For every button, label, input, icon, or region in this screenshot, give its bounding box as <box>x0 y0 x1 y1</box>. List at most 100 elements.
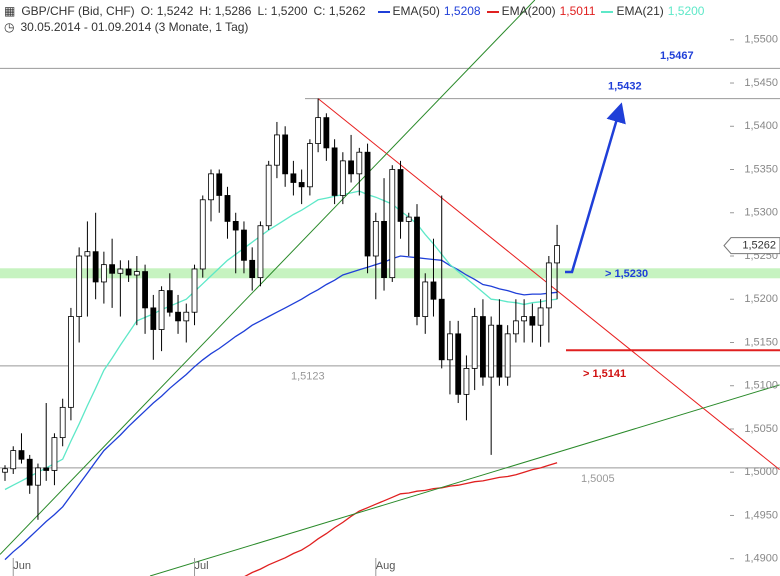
ema-line <box>4 255 558 561</box>
candle-body <box>224 195 231 222</box>
candle-body <box>117 268 124 274</box>
subtitle: 30.05.2014 - 01.09.2014 (3 Monate, 1 Tag… <box>20 20 249 34</box>
candle-body <box>306 143 313 188</box>
candle-body <box>43 467 50 471</box>
x-tick-label: Jul <box>195 560 209 572</box>
candle-body <box>389 169 396 279</box>
candle-body <box>208 173 214 201</box>
ohlc-label: L: 1,5200 <box>257 4 308 18</box>
candle-body <box>405 216 412 222</box>
candle-body <box>381 221 387 279</box>
x-tick-label: Jun <box>13 560 31 572</box>
y-tick-label: 1,5450 <box>744 77 778 89</box>
candle-body <box>265 164 272 227</box>
ohlc-label: C: 1,5262 <box>313 4 366 18</box>
candle-body <box>430 281 437 300</box>
candle-body <box>537 307 544 326</box>
candle-body <box>372 221 379 257</box>
y-tick-label: 1,4900 <box>744 553 778 565</box>
level-label: > 1,5141 <box>583 368 626 380</box>
candle-body <box>199 199 206 270</box>
candle-body <box>414 216 420 317</box>
title: GBP/CHF (Bid, CHF) <box>21 4 135 18</box>
level-label: 1,5467 <box>660 50 694 62</box>
legend-label: EMA(50) <box>392 4 440 18</box>
y-tick-label: 1,5350 <box>744 163 778 175</box>
ema-line <box>4 190 558 491</box>
candle-body <box>249 259 256 279</box>
legend-label: EMA(200) <box>501 4 556 18</box>
candle-body <box>183 311 190 322</box>
candle-body <box>175 311 181 322</box>
candle-body <box>512 320 519 335</box>
y-tick-label: 1,5150 <box>744 336 778 348</box>
legend-value: 1,5200 <box>667 4 705 18</box>
y-tick-label: 1,5500 <box>744 34 778 46</box>
candle-body <box>298 182 305 188</box>
candle-body <box>133 271 140 276</box>
candle-body <box>76 255 83 317</box>
level-label: > 1,5230 <box>605 268 648 280</box>
level-label: 1,5123 <box>291 371 325 383</box>
forecast-arrow <box>565 102 626 274</box>
level-label: 1,5005 <box>581 473 615 485</box>
candle-body <box>84 251 91 257</box>
x-tick-label: Aug <box>376 560 396 572</box>
candle-body <box>331 147 338 196</box>
candle-body <box>109 264 116 274</box>
candle-body <box>26 458 33 486</box>
y-tick-label: 1,5200 <box>744 293 778 305</box>
candle-body <box>150 307 157 330</box>
level-label: 1,5432 <box>608 81 642 93</box>
candle-body <box>241 229 247 261</box>
candle-body <box>339 160 346 196</box>
candle-body <box>158 290 165 330</box>
candle-body <box>142 271 148 309</box>
candle-body <box>455 333 462 395</box>
candle-body <box>364 151 371 257</box>
candle-body <box>257 225 264 279</box>
candle-body <box>2 468 8 473</box>
last-price-label: 1,5262 <box>742 240 776 252</box>
y-tick-label: 1,5100 <box>744 380 778 392</box>
candle-body <box>521 316 528 322</box>
legend-swatch <box>486 10 499 13</box>
ohlc-label: O: 1,5242 <box>140 4 194 18</box>
candle-body <box>92 251 99 283</box>
candle-body <box>422 281 429 317</box>
candle-body <box>554 245 560 264</box>
y-tick-label: 1,4950 <box>744 509 778 521</box>
candle-body <box>59 406 66 439</box>
candle-body <box>315 117 322 144</box>
candle-body <box>397 169 404 222</box>
y-tick-label: 1,5300 <box>744 207 778 219</box>
candle-body <box>290 173 297 183</box>
candle-body <box>232 221 239 231</box>
candle-body <box>471 316 478 369</box>
candle-body <box>216 173 223 196</box>
candle-body <box>51 437 58 471</box>
candle-body <box>529 316 536 326</box>
candle-body <box>18 450 25 460</box>
candle-body <box>100 264 107 283</box>
trendline <box>149 384 780 576</box>
candle-body <box>356 151 363 175</box>
legend-swatch <box>601 10 614 13</box>
candle-body <box>545 262 552 309</box>
y-tick-label: 1,5400 <box>744 120 778 132</box>
legend-value: 1,5011 <box>559 4 596 18</box>
last-price-box <box>723 237 780 255</box>
candle-body <box>125 268 132 276</box>
y-tick-label: 1,5000 <box>744 466 778 478</box>
candle-body <box>191 268 198 313</box>
y-tick-label: 1,5050 <box>744 423 778 435</box>
header: ▦ GBP/CHF (Bid, CHF) O: 1,5242 H: 1,5286 L: … <box>4 3 716 35</box>
trendline <box>0 0 536 555</box>
legend-swatch <box>377 10 390 13</box>
ema-line <box>244 462 558 576</box>
candle-body <box>323 117 330 149</box>
legend-value: 1,5208 <box>443 4 481 18</box>
candle-body <box>438 298 445 361</box>
